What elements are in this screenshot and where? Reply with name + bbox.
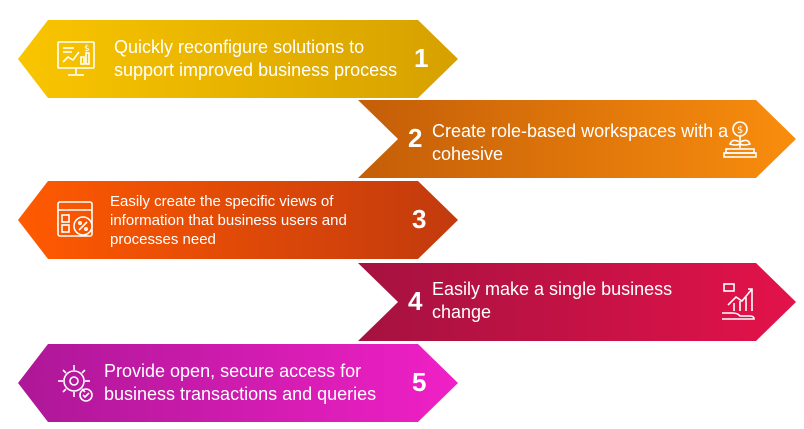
step-5: Provide open, secure access for business… (18, 344, 460, 422)
svg-text:$: $ (84, 44, 90, 54)
dashboard-icon: $ (54, 37, 98, 81)
step-4: 4 Easily make a single business change (358, 263, 798, 341)
step-1-number: 1 (414, 43, 429, 73)
step-5-arrow (18, 344, 458, 422)
hand-chart-icon (718, 281, 762, 325)
step-3-number: 3 (412, 204, 427, 234)
gear-settings-icon (54, 361, 98, 405)
step-4-text: Easily make a single business change (432, 279, 673, 322)
calculator-icon (54, 198, 98, 242)
step-2: 2 Create role-based workspaces with a co… (358, 100, 798, 178)
step-1: $ Quickly reconfigure solutions to suppo… (18, 20, 460, 98)
step-4-number: 4 (408, 286, 423, 316)
step-1-arrow (18, 20, 458, 98)
step-3-text: Easily create the specific views of info… (110, 193, 347, 248)
step-2-number: 2 (408, 123, 423, 153)
step-3: Easily create the specific views of info… (18, 181, 460, 259)
step-3-arrow (18, 181, 458, 259)
step-5-number: 5 (412, 367, 427, 397)
step-2-text: Create role-based workspaces with a cohe… (432, 121, 729, 164)
step-2-arrow (358, 100, 796, 178)
step-4-arrow (358, 263, 796, 341)
svg-text:$: $ (737, 125, 743, 136)
step-5-text: Provide open, secure access for business… (104, 361, 377, 404)
step-1-text: Quickly reconfigure solutions to support… (114, 37, 398, 80)
money-growth-icon: $ (718, 118, 762, 162)
